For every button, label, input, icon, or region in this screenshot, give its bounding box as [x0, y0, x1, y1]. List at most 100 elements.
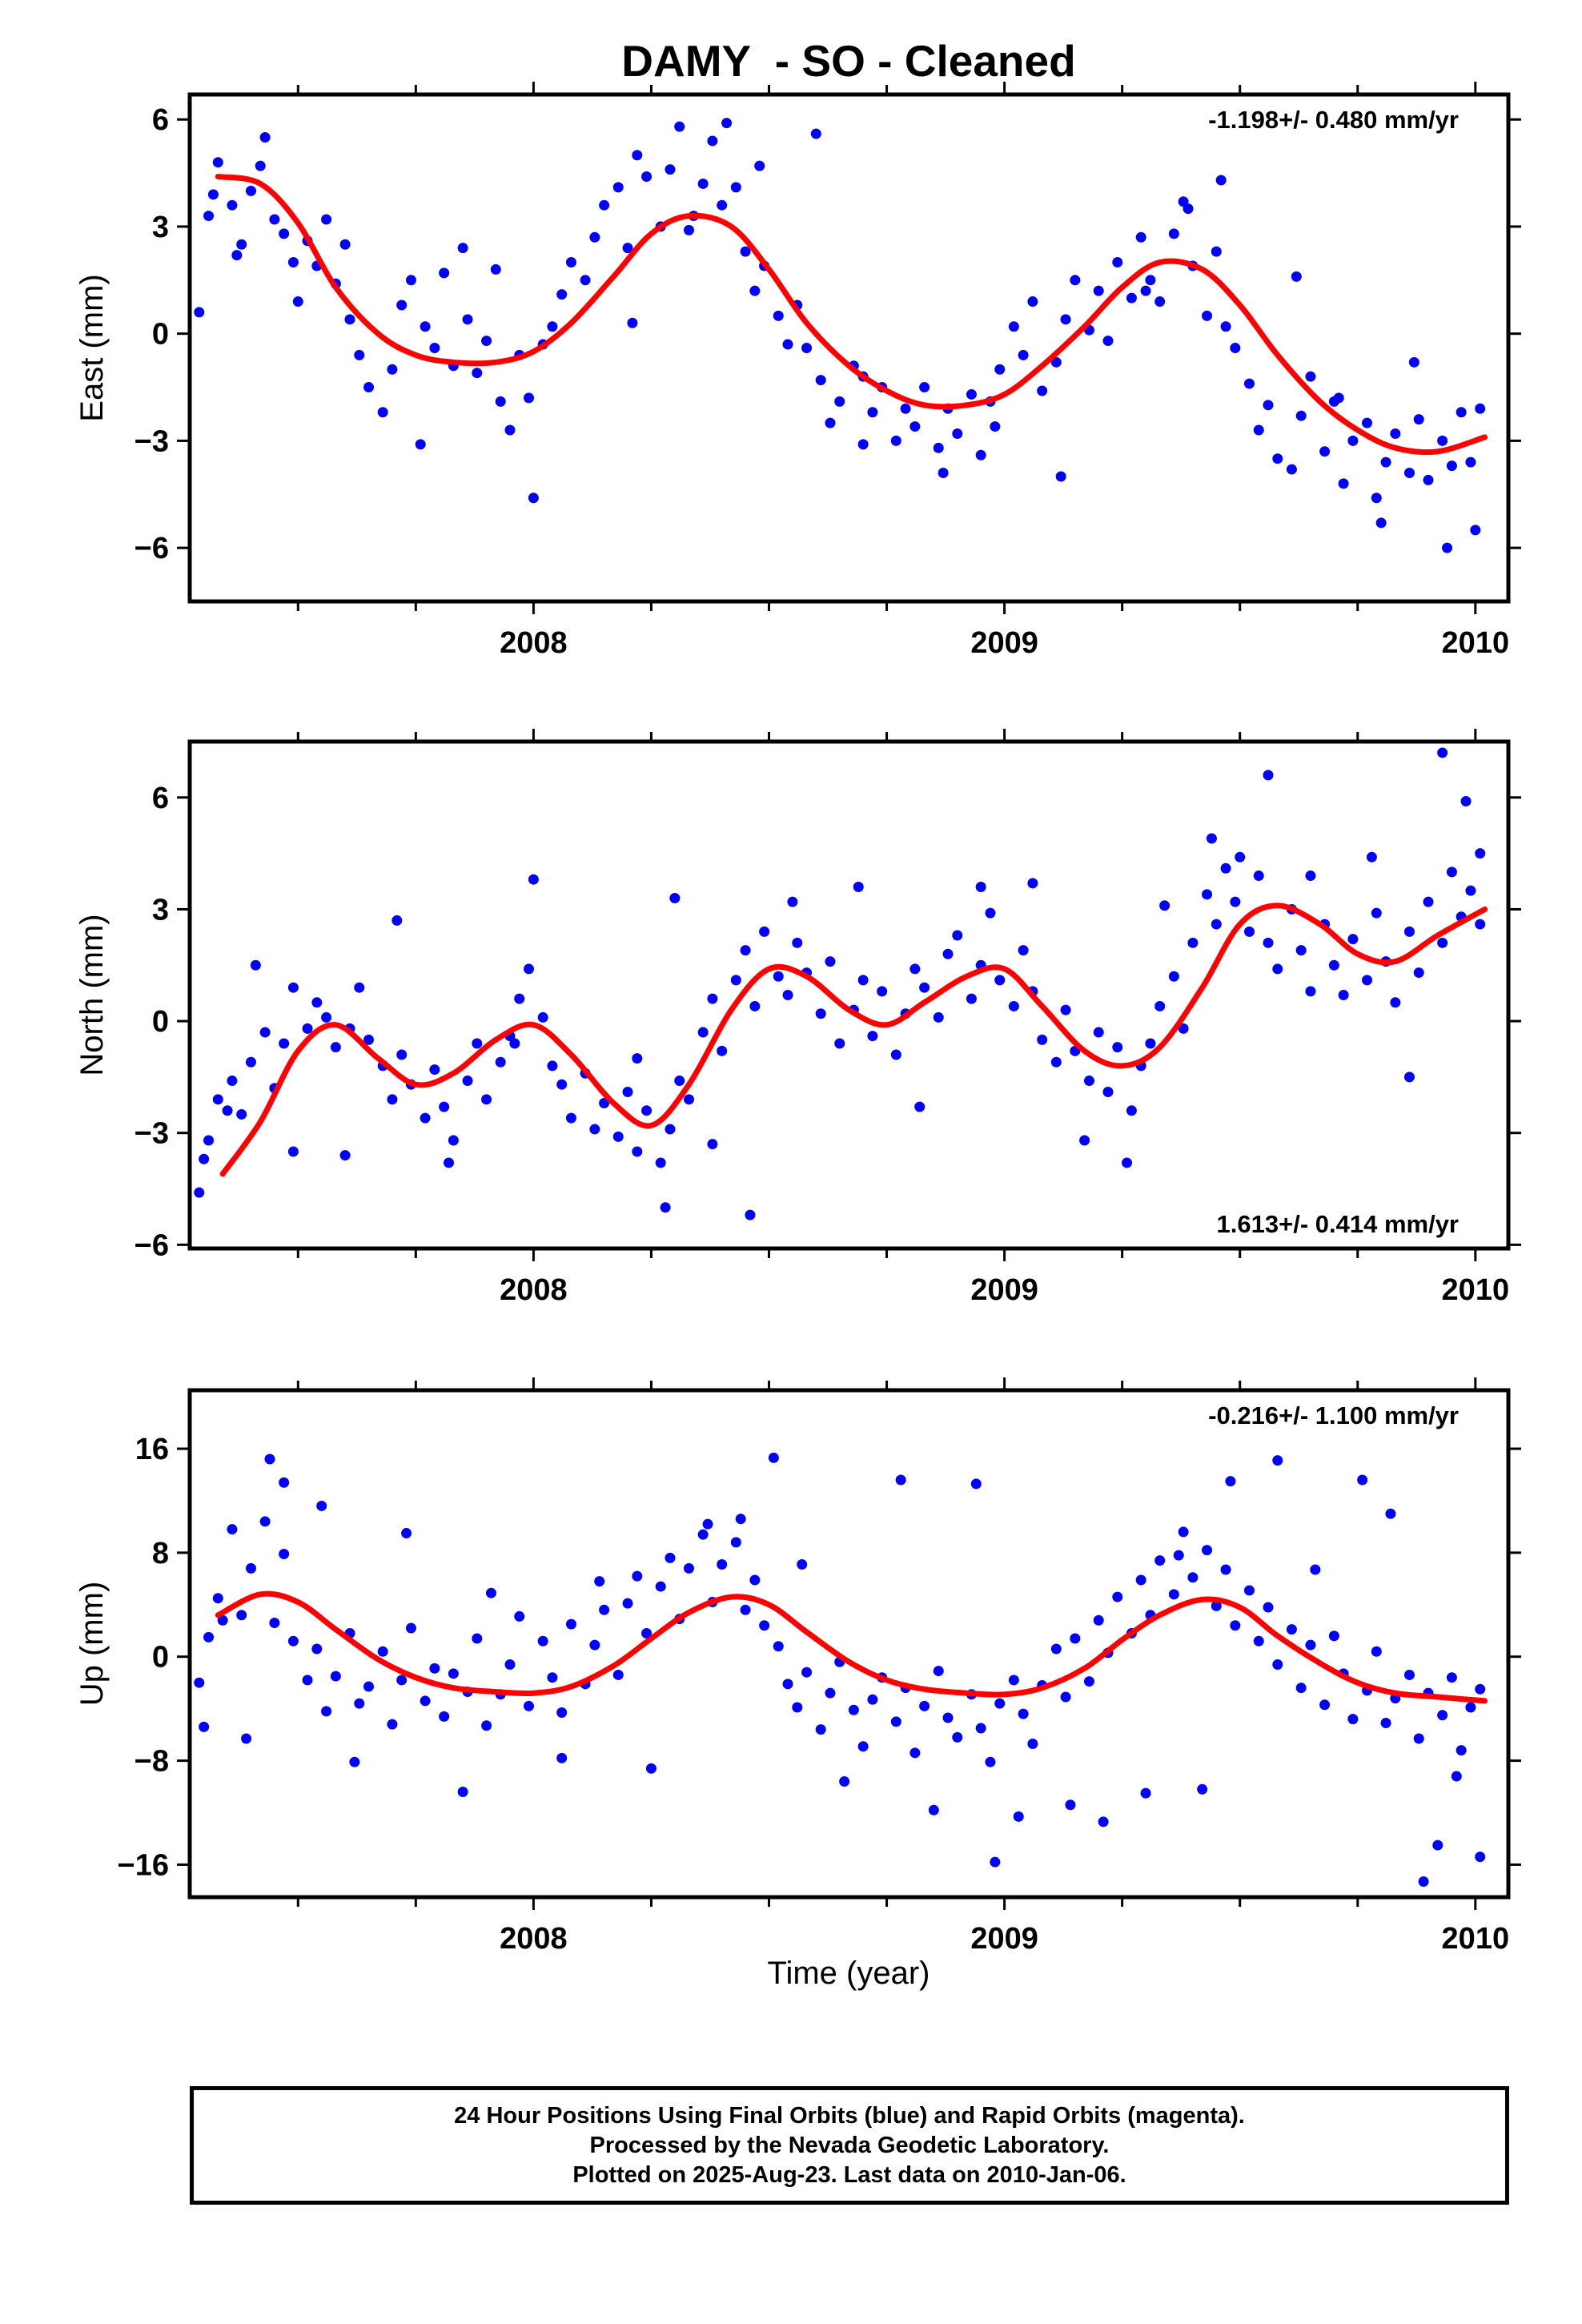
east-data-point [528, 493, 539, 504]
up-data-point [264, 1454, 275, 1465]
up-data-point [740, 1604, 751, 1615]
north-data-point [622, 1087, 633, 1098]
north-data-point [857, 975, 869, 986]
up-data-point [481, 1720, 492, 1731]
north-data-point [472, 1038, 483, 1049]
north-data-point [1460, 795, 1472, 806]
east-data-point [1390, 428, 1401, 439]
east-data-point [815, 375, 826, 386]
up-data-point [1230, 1620, 1241, 1631]
x-tick-label: 2008 [500, 1273, 568, 1307]
up-data-point [1093, 1614, 1104, 1626]
north-data-point [985, 907, 996, 919]
up-data-point [354, 1698, 365, 1709]
up-data-point [514, 1610, 525, 1622]
east-data-point [674, 121, 685, 132]
east-data-point [1215, 175, 1227, 186]
east-data-point [740, 246, 751, 257]
y-tick-label: 0 [152, 1641, 169, 1675]
up-data-point [942, 1712, 954, 1723]
east-data-point [231, 250, 243, 261]
east-data-point [938, 468, 949, 479]
up-data-point [429, 1663, 440, 1674]
north-data-point [420, 1112, 431, 1124]
east-data-point [1211, 246, 1222, 257]
east-data-point [415, 439, 426, 450]
up-data-point [1357, 1474, 1368, 1486]
north-data-point [745, 1209, 756, 1220]
north-data-point [514, 993, 525, 1004]
north-data-point [1403, 1072, 1415, 1083]
up-data-point [641, 1628, 652, 1639]
east-data-point [599, 199, 610, 211]
north-data-point [1413, 967, 1424, 979]
y-tick-label: 8 [152, 1537, 169, 1570]
up-data-point [472, 1633, 483, 1644]
north-data-point [212, 1094, 223, 1105]
east-data-point [255, 160, 266, 171]
north-data-point [641, 1105, 652, 1116]
east-data-point [1253, 424, 1264, 436]
x-tick-label: 2009 [970, 626, 1038, 660]
up-data-point [594, 1576, 605, 1587]
east-data-point [339, 239, 351, 250]
north-data-point [245, 1056, 256, 1068]
north-data-point [1465, 885, 1476, 896]
north-data-point [1159, 900, 1170, 911]
north-data-point [462, 1076, 473, 1087]
east-data-point [207, 189, 219, 200]
north-data-point [1475, 848, 1486, 859]
east-data-point [1403, 468, 1415, 479]
east-data-point [641, 171, 652, 183]
north-data-point [1390, 997, 1401, 1008]
north-data-point [354, 982, 365, 993]
up-data-point [797, 1558, 808, 1570]
x-tick-label: 2010 [1442, 1273, 1510, 1307]
up-data-point [227, 1524, 238, 1535]
north-data-point [391, 915, 403, 926]
north-data-point [429, 1064, 440, 1076]
north-data-point [1220, 862, 1231, 874]
north-data-point [834, 1038, 845, 1049]
north-data-point [684, 1094, 695, 1105]
up-data-point [1432, 1839, 1443, 1851]
up-data-point [867, 1694, 878, 1705]
up-data-point [1272, 1659, 1283, 1670]
up-data-point [302, 1675, 313, 1686]
up-data-point [245, 1562, 256, 1574]
north-data-point [599, 1097, 610, 1108]
east-data-point [1442, 542, 1453, 553]
north-data-point [1178, 1023, 1189, 1034]
east-data-point [227, 199, 238, 211]
east-data-point [890, 435, 901, 446]
east-data-point [1070, 275, 1081, 286]
up-data-point [1305, 1639, 1316, 1651]
east-data-point [966, 388, 977, 400]
east-data-point [665, 164, 676, 175]
north-data-point [528, 874, 539, 885]
y-tick-label: −6 [135, 1228, 169, 1262]
north-data-point [966, 993, 977, 1004]
up-data-point [1451, 1771, 1462, 1782]
north-data-point [909, 963, 921, 975]
up-data-point [556, 1707, 568, 1719]
north-data-point [1083, 1076, 1094, 1087]
north-data-point [1206, 833, 1217, 844]
up-data-point [1008, 1675, 1019, 1686]
y-tick-label: −8 [135, 1745, 169, 1779]
east-data-point [405, 275, 416, 286]
east-data-point [1050, 356, 1062, 368]
up-data-point [1225, 1476, 1236, 1487]
north-data-point [363, 1034, 375, 1045]
north-data-point [311, 997, 323, 1008]
up-data-point [321, 1706, 332, 1717]
east-data-point [1060, 314, 1071, 325]
east-data-point [1362, 417, 1373, 428]
east-data-point [203, 211, 215, 222]
up-data-point [599, 1604, 610, 1615]
up-data-point [241, 1733, 252, 1744]
east-data-point [504, 424, 516, 436]
north-data-point [222, 1105, 233, 1116]
east-data-point [1027, 296, 1038, 308]
east-fit-curve [215, 174, 1488, 456]
